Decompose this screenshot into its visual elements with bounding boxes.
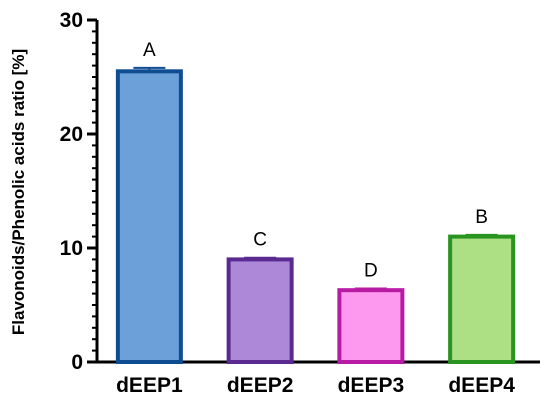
bar-dEEP4 [448,234,516,365]
x-tick-label-dEEP2: dEEP2 [227,374,294,397]
y-tick-label: 0 [71,351,83,374]
significance-letter-dEEP1: A [143,40,156,61]
bar-dEEP1 [115,69,183,365]
x-tick-label-dEEP3: dEEP3 [338,374,405,397]
y-tick-label: 10 [60,237,83,260]
significance-letter-dEEP3: D [364,260,378,281]
bar-dEEP3 [337,288,405,364]
y-tick-label: 30 [60,9,83,32]
y-axis-label: Flavonoids/Phenolic acids ratio [%] [9,49,28,335]
x-tick-label-dEEP1: dEEP1 [116,374,183,397]
significance-letter-dEEP4: B [475,207,488,228]
significance-letter-dEEP2: C [253,230,267,251]
bar-dEEP2 [226,257,294,364]
bars [115,66,516,365]
y-tick-label: 20 [60,123,83,146]
x-tick-label-dEEP4: dEEP4 [448,374,515,397]
